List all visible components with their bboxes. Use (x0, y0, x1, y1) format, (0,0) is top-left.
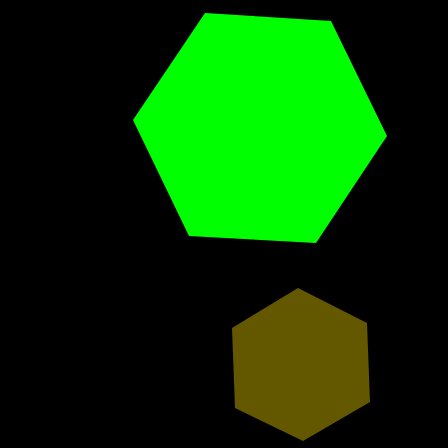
green-hexagon (133, 13, 387, 243)
olive-hexagon (232, 288, 370, 441)
